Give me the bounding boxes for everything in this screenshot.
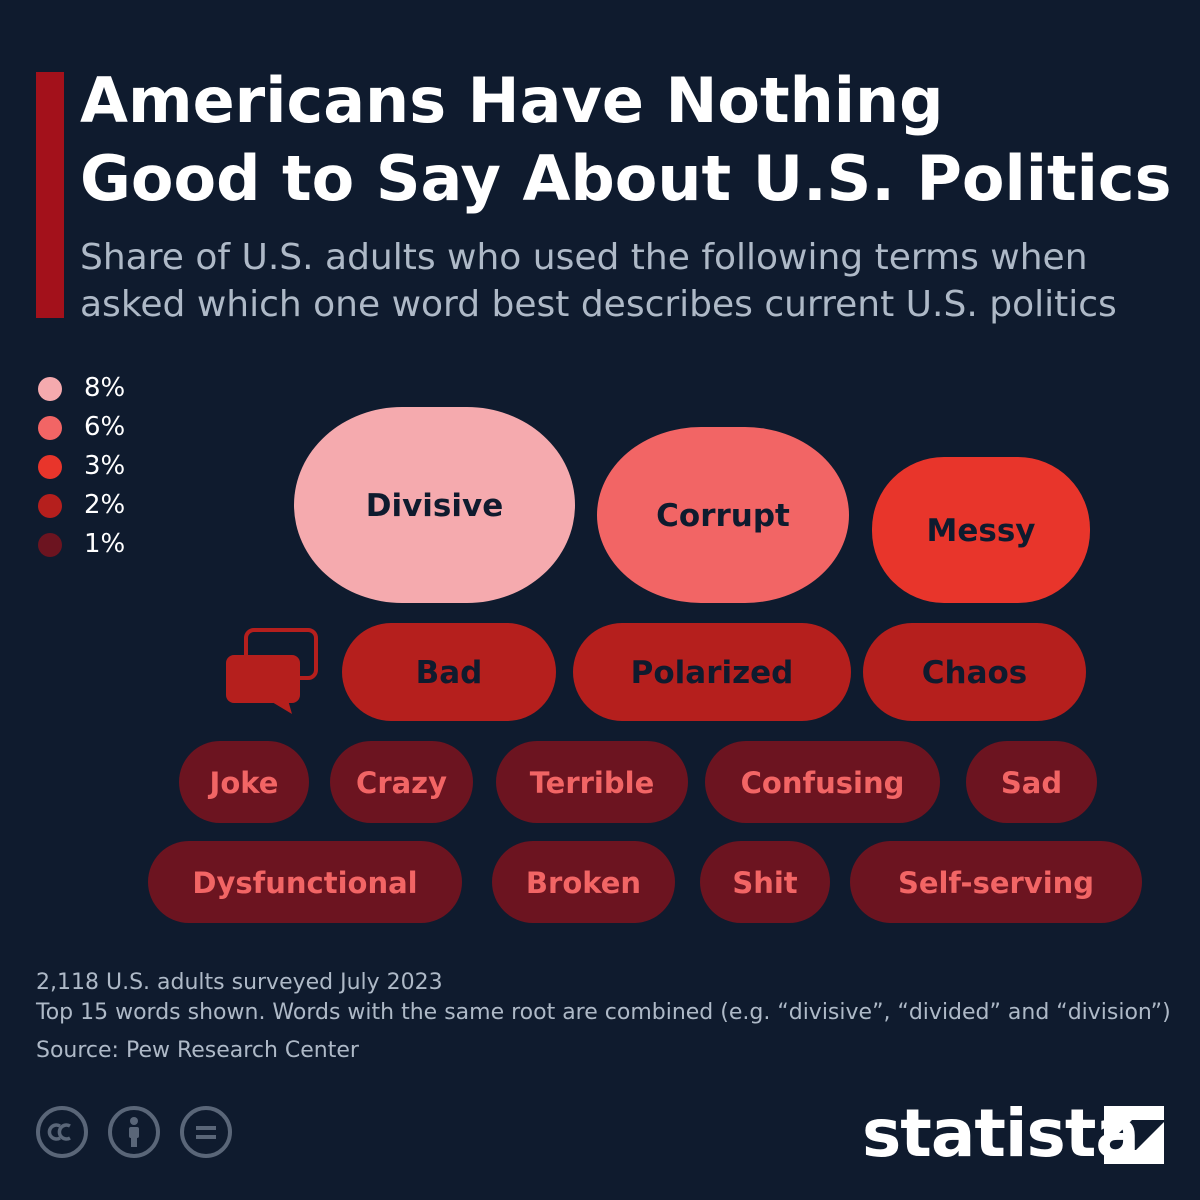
bubble-shape-shit xyxy=(700,841,830,923)
bubble-broken: Broken xyxy=(492,841,675,923)
bubble-shape-self-serving xyxy=(850,841,1142,923)
bubble-shape-polarized xyxy=(573,623,851,721)
bubble-terrible: Terrible xyxy=(496,741,688,823)
bubble-shape-joke xyxy=(179,741,309,823)
speech-bubbles-icon xyxy=(226,628,318,714)
bubble-label-self-serving: Self-serving xyxy=(898,866,1094,900)
subtitle-line-1: Share of U.S. adults who used the follow… xyxy=(80,237,1088,278)
bubble-label-sad: Sad xyxy=(1001,766,1062,800)
bubble-joke: Joke xyxy=(179,741,309,823)
no-derivatives-icon[interactable] xyxy=(180,1106,232,1158)
bubble-confusing: Confusing xyxy=(705,741,940,823)
legend-dot-1 xyxy=(38,533,62,557)
bubble-messy: Messy xyxy=(872,457,1090,603)
subtitle: Share of U.S. adults who used the follow… xyxy=(80,234,1180,328)
legend-label-2: 2% xyxy=(84,490,126,520)
legend-label-8: 8% xyxy=(84,373,126,403)
bubble-shit: Shit xyxy=(700,841,830,923)
cc-icon[interactable] xyxy=(36,1106,88,1158)
subtitle-line-2: asked which one word best describes curr… xyxy=(80,284,1117,325)
bubble-sad: Sad xyxy=(966,741,1097,823)
brand-name: statista xyxy=(862,1095,1140,1172)
bubble-label-terrible: Terrible xyxy=(530,766,655,800)
bubble-label-divisive: Divisive xyxy=(366,488,504,524)
bubble-shape-corrupt xyxy=(597,427,849,603)
bubble-divisive: Divisive xyxy=(294,407,575,603)
page-title: Americans Have Nothing Good to Say About… xyxy=(80,62,1180,218)
legend-dot-8 xyxy=(38,377,62,401)
legend-dot-3 xyxy=(38,455,62,479)
footer: 2,118 U.S. adults surveyed July 2023 Top… xyxy=(36,968,1171,1066)
bubble-shape-terrible xyxy=(496,741,688,823)
bubble-shape-confusing xyxy=(705,741,940,823)
statista-mark-icon xyxy=(1104,1106,1164,1164)
bubble-shape-dysfunctional xyxy=(148,841,462,923)
bubble-label-bad: Bad xyxy=(416,655,483,691)
legend-label-6: 6% xyxy=(84,412,126,442)
bubble-label-dysfunctional: Dysfunctional xyxy=(192,866,417,900)
bubble-shape-chaos xyxy=(863,623,1086,721)
bubble-label-broken: Broken xyxy=(526,866,641,900)
bubble-label-corrupt: Corrupt xyxy=(656,498,790,534)
bubble-chaos: Chaos xyxy=(863,623,1086,721)
bubble-shape-bad xyxy=(342,623,556,721)
bubble-label-messy: Messy xyxy=(927,513,1036,549)
method-note: Top 15 words shown. Words with the same … xyxy=(36,1000,1171,1025)
legend-label-1: 1% xyxy=(84,529,126,559)
bubble-bad: Bad xyxy=(342,623,556,721)
bubble-shape-divisive xyxy=(294,407,575,603)
bubble-label-confusing: Confusing xyxy=(741,766,905,800)
legend-dot-6 xyxy=(38,416,62,440)
bubble-crazy: Crazy xyxy=(330,741,473,823)
bubble-shape-messy xyxy=(872,457,1090,603)
legend-label-3: 3% xyxy=(84,451,126,481)
attribution-icon[interactable] xyxy=(108,1106,160,1158)
bubble-shape-sad xyxy=(966,741,1097,823)
bubble-shape-crazy xyxy=(330,741,473,823)
survey-note: 2,118 U.S. adults surveyed July 2023 xyxy=(36,970,443,995)
bubble-label-shit: Shit xyxy=(732,866,797,900)
bubble-label-crazy: Crazy xyxy=(356,766,447,800)
bubble-label-chaos: Chaos xyxy=(922,655,1028,691)
bubble-polarized: Polarized xyxy=(573,623,851,721)
legend-dot-2 xyxy=(38,494,62,518)
bubble-shape-broken xyxy=(492,841,675,923)
bubble-label-joke: Joke xyxy=(208,766,279,800)
accent-bar xyxy=(36,72,64,318)
bubble-self-serving: Self-serving xyxy=(850,841,1142,923)
title-line-1: Americans Have Nothing xyxy=(80,64,944,137)
bubble-dysfunctional: Dysfunctional xyxy=(148,841,462,923)
source-note: Source: Pew Research Center xyxy=(36,1038,359,1063)
title-line-2: Good to Say About U.S. Politics xyxy=(80,142,1172,215)
bubble-label-polarized: Polarized xyxy=(631,655,794,691)
bubble-corrupt: Corrupt xyxy=(597,427,849,603)
